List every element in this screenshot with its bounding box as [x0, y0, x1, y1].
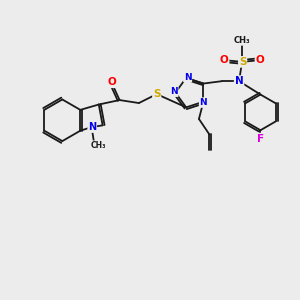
Text: CH₃: CH₃: [91, 141, 106, 150]
Text: O: O: [256, 56, 264, 65]
Text: CH₃: CH₃: [234, 36, 250, 45]
Text: N: N: [170, 87, 178, 96]
Text: N: N: [235, 76, 243, 86]
Text: O: O: [108, 77, 116, 87]
Text: S: S: [239, 57, 246, 67]
Text: O: O: [220, 56, 229, 65]
Text: N: N: [200, 98, 207, 107]
Text: N: N: [88, 122, 96, 132]
Text: F: F: [257, 134, 264, 143]
Text: N: N: [184, 73, 191, 82]
Text: S: S: [153, 89, 160, 99]
